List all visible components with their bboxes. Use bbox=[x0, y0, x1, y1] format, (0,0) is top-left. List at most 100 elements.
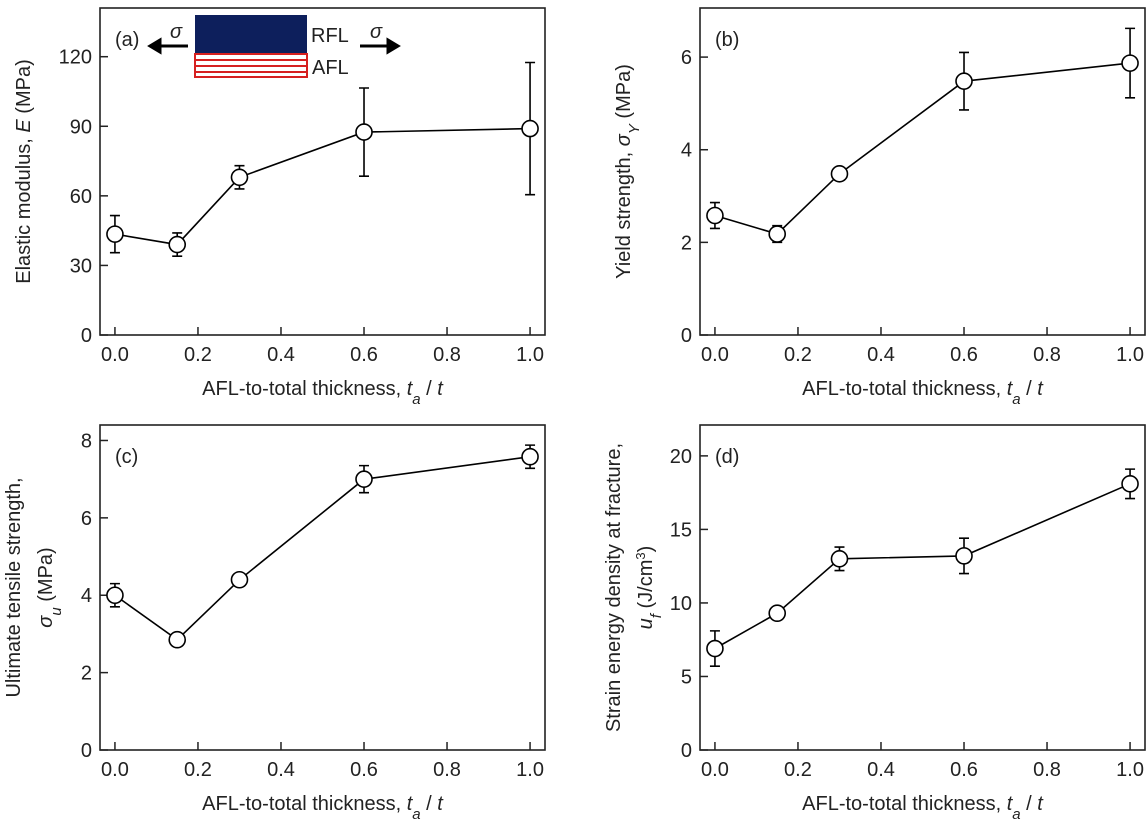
data-point bbox=[168, 630, 187, 649]
x-axis-label: AFL-to-total thickness, ta / t bbox=[802, 378, 1044, 408]
data-point bbox=[706, 639, 724, 658]
x-tick-label: 0.4 bbox=[867, 344, 895, 366]
y-axis-label: Yield strength, σY (MPa) bbox=[613, 64, 643, 279]
x-tick-label: 0.8 bbox=[1033, 759, 1061, 781]
y-tick-label: 60 bbox=[70, 186, 92, 208]
inset-rfl-label: RFL bbox=[311, 25, 349, 47]
label-part: (MPa) bbox=[13, 59, 35, 119]
y-axis-label: σu (MPa) bbox=[35, 547, 65, 627]
data-point bbox=[1121, 54, 1139, 72]
label-part: σ bbox=[613, 133, 635, 146]
x-tick-label: 1.0 bbox=[1116, 759, 1144, 781]
y-tick-label: 30 bbox=[70, 255, 92, 277]
y-tick-label: 0 bbox=[681, 325, 692, 347]
x-tick-label: 0.0 bbox=[101, 759, 129, 781]
label-part: AFL-to-total thickness, bbox=[802, 378, 1007, 400]
data-line bbox=[714, 62, 1131, 235]
x-tick-label: 0.8 bbox=[1033, 344, 1061, 366]
y-tick-label: 120 bbox=[59, 47, 92, 69]
x-tick-label: 0.2 bbox=[784, 344, 812, 366]
y-tick-label: 6 bbox=[681, 47, 692, 69]
y-tick-label: 4 bbox=[81, 585, 92, 607]
label-part: (MPa) bbox=[613, 64, 635, 124]
label-part: Ultimate tensile strength, bbox=[3, 477, 25, 697]
y-tick-label: 6 bbox=[81, 508, 92, 530]
label-part: t bbox=[1037, 793, 1044, 815]
y-tick-label: 2 bbox=[681, 232, 692, 254]
inset-afl-label: AFL bbox=[312, 57, 349, 79]
label-part: t bbox=[437, 378, 444, 400]
label-part: 3 bbox=[633, 552, 648, 559]
x-tick-label: 0.0 bbox=[701, 759, 729, 781]
data-point bbox=[830, 165, 849, 183]
label-part: t bbox=[1037, 378, 1044, 400]
y-axis-label: Ultimate tensile strength, bbox=[3, 477, 25, 697]
y-tick-label: 0 bbox=[81, 325, 92, 347]
data-point bbox=[768, 225, 787, 243]
x-tick-label: 0.6 bbox=[350, 344, 378, 366]
data-point bbox=[830, 550, 849, 568]
panel-label: (c) bbox=[115, 446, 138, 468]
y-tick-label: 2 bbox=[81, 663, 92, 685]
plot-frame bbox=[699, 424, 1146, 751]
y-axis-label: Strain energy density at fracture, bbox=[603, 443, 625, 732]
data-point bbox=[230, 570, 249, 589]
label-part: / bbox=[1021, 378, 1038, 400]
plot-frame bbox=[699, 7, 1146, 336]
data-point bbox=[955, 547, 973, 565]
x-axis-label: AFL-to-total thickness, ta / t bbox=[202, 378, 444, 408]
y-axis-label: uf (J/cm3) bbox=[633, 546, 665, 630]
x-tick-label: 0.2 bbox=[784, 759, 812, 781]
label-part: t bbox=[437, 793, 444, 815]
data-point bbox=[706, 206, 724, 225]
label-part: / bbox=[421, 378, 438, 400]
label-part: u bbox=[635, 618, 657, 629]
inset-arrow-left bbox=[147, 37, 188, 55]
label-part: / bbox=[1021, 793, 1038, 815]
y-tick-label: 90 bbox=[70, 116, 92, 138]
data-point bbox=[230, 168, 249, 187]
label-part: AFL-to-total thickness, bbox=[202, 793, 407, 815]
label-part: (J/cm bbox=[635, 560, 657, 614]
data-line bbox=[714, 483, 1131, 650]
label-part: t bbox=[1007, 378, 1014, 400]
x-tick-label: 1.0 bbox=[1116, 344, 1144, 366]
x-tick-label: 0.8 bbox=[433, 344, 461, 366]
x-tick-label: 0.4 bbox=[267, 344, 295, 366]
label-part: Yield strength, bbox=[613, 146, 635, 279]
x-tick-label: 0.0 bbox=[101, 344, 129, 366]
label-part: Y bbox=[626, 123, 643, 134]
label-part: t bbox=[407, 793, 414, 815]
label-part: Elastic modulus, bbox=[13, 133, 35, 284]
label-part: a bbox=[412, 806, 420, 823]
label-part: AFL-to-total thickness, bbox=[802, 793, 1007, 815]
inset-arrow-right bbox=[360, 37, 401, 55]
data-line bbox=[114, 455, 531, 641]
data-point bbox=[521, 119, 539, 138]
y-axis-label: Elastic modulus, E (MPa) bbox=[13, 59, 35, 284]
x-tick-label: 0.4 bbox=[867, 759, 895, 781]
x-tick-label: 0.0 bbox=[701, 344, 729, 366]
data-point bbox=[355, 470, 373, 488]
label-part: f bbox=[648, 612, 665, 618]
y-tick-label: 5 bbox=[681, 666, 692, 688]
data-point bbox=[768, 604, 787, 623]
y-tick-label: 0 bbox=[81, 740, 92, 762]
data-line bbox=[114, 127, 531, 246]
x-axis-label: AFL-to-total thickness, ta / t bbox=[202, 793, 444, 823]
x-tick-label: 0.6 bbox=[950, 344, 978, 366]
x-tick-label: 1.0 bbox=[516, 344, 544, 366]
label-part: a bbox=[1012, 806, 1020, 823]
label-part: t bbox=[407, 378, 414, 400]
x-tick-label: 0.2 bbox=[184, 759, 212, 781]
y-tick-label: 8 bbox=[81, 430, 92, 452]
plot-frame bbox=[99, 424, 546, 751]
x-tick-label: 0.6 bbox=[350, 759, 378, 781]
x-tick-label: 0.4 bbox=[267, 759, 295, 781]
label-part: Strain energy density at fracture, bbox=[603, 443, 625, 732]
y-tick-label: 0 bbox=[681, 740, 692, 762]
x-tick-label: 0.6 bbox=[950, 759, 978, 781]
x-axis-label: AFL-to-total thickness, ta / t bbox=[802, 793, 1044, 823]
